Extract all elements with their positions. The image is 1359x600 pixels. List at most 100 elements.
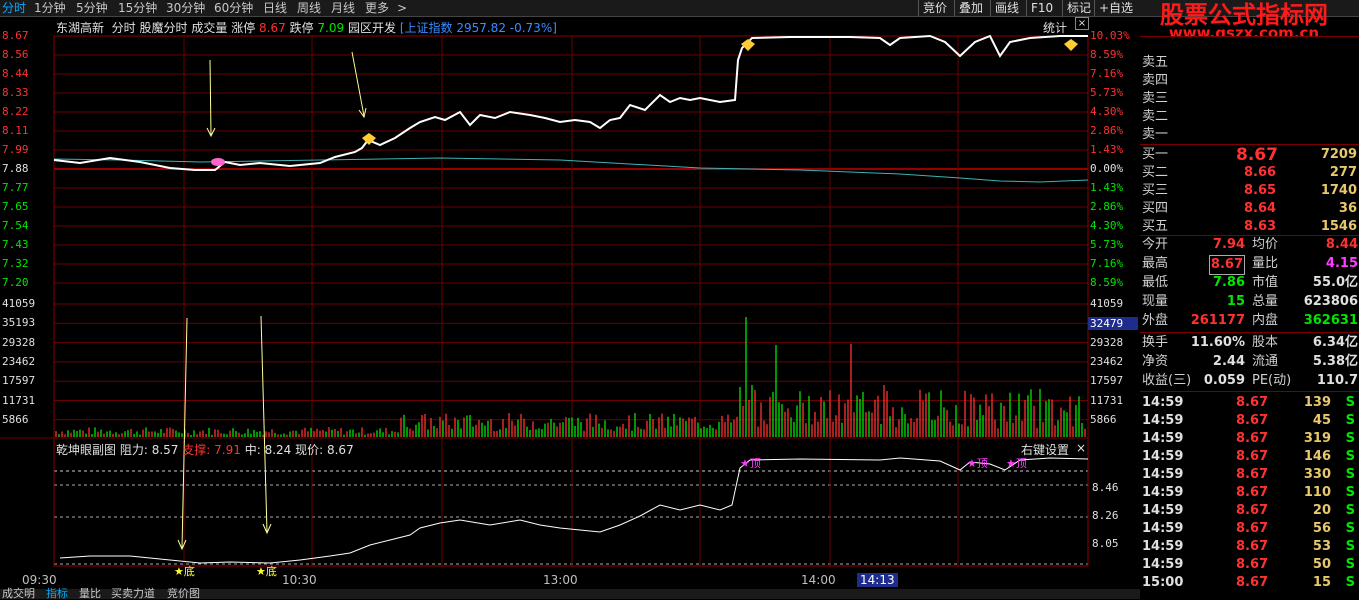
quote-value: 7.86 [1212, 275, 1245, 290]
trade-side: S [1345, 449, 1355, 464]
pct-tick: 2.86% [1090, 124, 1124, 137]
time-label-1030: 10:30 [282, 573, 317, 587]
mode-label: 分时 [111, 21, 136, 35]
tab-power[interactable]: 买卖力道 [111, 587, 155, 600]
trade-side: S [1345, 539, 1355, 554]
tab-30min[interactable]: 30分钟 [166, 1, 206, 15]
fundamental-value: 11.60% [1190, 335, 1245, 350]
bottom-tab-bar: 成交明 指标 量比 买卖力道 竞价图 [0, 587, 1140, 600]
tab-volume-ratio[interactable]: 量比 [79, 587, 101, 600]
bid-row[interactable]: 买二 8.66 277 [1140, 164, 1359, 182]
bid-label: 买三 [1142, 183, 1169, 198]
volume-tick-left: 23462 [2, 354, 36, 368]
gold-signal-icon-3 [1064, 39, 1078, 51]
bid-volume: 1740 [1320, 183, 1357, 198]
volume-tick-left: 11731 [2, 393, 36, 407]
bid-row[interactable]: 买四 8.64 36 [1140, 200, 1359, 218]
fundamental-value: 2.44 [1212, 354, 1245, 369]
quote-label: 现量 [1142, 294, 1169, 309]
tab-1min[interactable]: 1分钟 [34, 1, 66, 15]
trade-volume: 56 [1312, 521, 1331, 536]
tab-5min[interactable]: 5分钟 [76, 1, 108, 15]
volume-tick-left: 35193 [2, 316, 36, 330]
support-label: 支撑: [182, 443, 211, 457]
price-grid [0, 35, 1089, 567]
price-tick: 7.88 [2, 162, 29, 175]
resistance-label: 阻力: [119, 443, 148, 457]
price-tick: 8.22 [2, 105, 29, 118]
tab-next-arrow[interactable]: > [397, 1, 408, 15]
sector-label: 园区开发 [347, 21, 396, 35]
bid-row[interactable]: 买五 8.63 1546 [1140, 218, 1359, 236]
overlay-button[interactable]: 叠加 [954, 0, 987, 16]
bottom-marker-1: ★底 [174, 565, 195, 578]
volume-tick-left: 5866 [2, 412, 29, 426]
period-toolbar: 分时 1分钟 5分钟 15分钟 30分钟 60分钟 日线 周线 月线 更多 > … [0, 0, 1359, 17]
bid-row[interactable]: 买三 8.65 1740 [1140, 182, 1359, 200]
trade-volume: 319 [1303, 431, 1331, 446]
tab-day[interactable]: 日线 [263, 1, 288, 15]
brand-title: 股票公式指标网 [1160, 1, 1328, 29]
trade-price: 8.67 [1236, 521, 1269, 536]
price-tick: 7.99 [2, 143, 29, 156]
stats-button[interactable]: 统计 [1043, 21, 1068, 35]
trade-volume: 110 [1303, 485, 1331, 500]
tab-60min[interactable]: 60分钟 [214, 1, 254, 15]
tab-month[interactable]: 月线 [331, 1, 356, 15]
tab-trades[interactable]: 成交明 [2, 587, 35, 600]
tab-auction[interactable]: 竞价图 [167, 587, 200, 600]
f10-button[interactable]: F10 [1026, 0, 1057, 16]
trade-volume: 139 [1303, 395, 1331, 410]
tab-week[interactable]: 周线 [297, 1, 322, 15]
trade-time: 14:59 [1142, 413, 1184, 428]
top-marker-1: ★顶 [740, 457, 761, 470]
sub-close-icon[interactable]: × [1076, 441, 1087, 455]
trade-time: 15:00 [1142, 575, 1184, 590]
pct-tick: 5.73% [1090, 238, 1124, 251]
volume-tick-right: 41059 [1090, 297, 1124, 310]
bid-row[interactable]: 买一 8.67 7209 [1140, 146, 1359, 164]
volume-tick-right: 17597 [1090, 374, 1124, 388]
tab-indicator[interactable]: 指标 [46, 587, 68, 600]
trade-time: 14:59 [1142, 521, 1184, 536]
limit-down-label: 跌停 [289, 21, 314, 35]
settings-button[interactable]: 右键设置 [1021, 443, 1070, 457]
price-tick: 8.33 [2, 86, 29, 99]
mark-button[interactable]: 标记 [1062, 0, 1095, 16]
bid-price: 8.67 [1236, 145, 1278, 165]
volume-tick-left: 41059 [2, 297, 36, 310]
gold-signal-icon-1 [362, 133, 376, 145]
divider [1140, 235, 1359, 236]
sub-title[interactable]: 乾坤眼副图 [56, 443, 117, 457]
trade-side: S [1345, 557, 1355, 572]
fundamental-label: 流通 [1252, 354, 1279, 369]
sub-tick: 8.26 [1092, 509, 1119, 522]
bid-volume: 7209 [1320, 147, 1357, 162]
trade-time: 14:59 [1142, 557, 1184, 572]
trade-volume: 50 [1312, 557, 1331, 572]
trade-volume: 15 [1312, 575, 1331, 590]
tab-fenshi[interactable]: 分时 [2, 1, 27, 15]
sub-tick: 8.46 [1092, 481, 1119, 494]
trade-row: 14:59 8.67 56 S [1140, 520, 1359, 538]
tab-15min[interactable]: 15分钟 [118, 1, 158, 15]
fundamental-value: 5.38亿 [1312, 354, 1358, 369]
indicator-name[interactable]: 股魔分时 [139, 21, 188, 35]
pct-tick: 0.00% [1090, 162, 1124, 175]
ask-2-label: 卖二 [1142, 109, 1169, 124]
auction-button[interactable]: 竞价 [918, 0, 951, 16]
quote-label: 量比 [1252, 256, 1279, 271]
draw-line-button[interactable]: 画线 [990, 0, 1023, 16]
close-icon[interactable]: × [1075, 17, 1089, 30]
top-marker-text: 顶 [1015, 457, 1027, 470]
limit-up-label: 涨停 [231, 21, 256, 35]
trade-time: 14:59 [1142, 485, 1184, 500]
quote-row: 现量 15 总量 623806 [1140, 293, 1359, 311]
divider [1140, 332, 1359, 333]
add-favorite-button[interactable]: +自选 [1094, 0, 1137, 16]
price-tick: 7.32 [2, 257, 29, 270]
volume-bars [55, 317, 1086, 437]
price-tick: 8.56 [2, 48, 29, 61]
trade-side: S [1345, 395, 1355, 410]
tab-more[interactable]: 更多 [365, 1, 390, 15]
